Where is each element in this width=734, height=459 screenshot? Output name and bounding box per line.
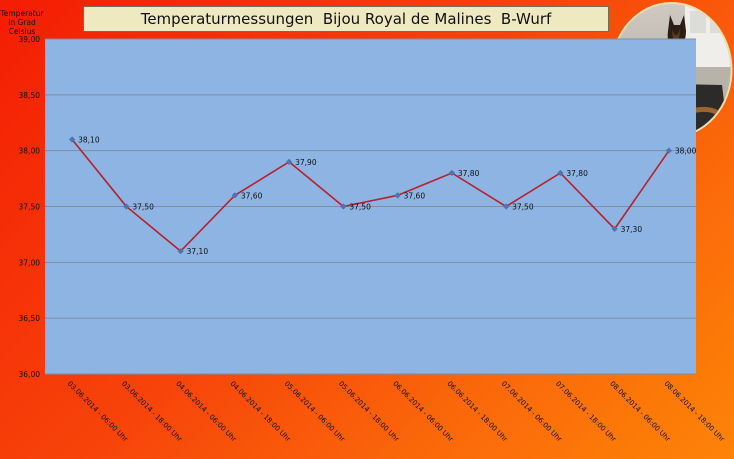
x-tick-label: 07.06.2014 - 06:00 Uhr	[500, 380, 564, 444]
x-tick-label: 04.06.2014 - 18:00 Uhr	[228, 380, 292, 444]
chart-title: Temperaturmessungen Bijou Royal de Malin…	[83, 6, 609, 32]
data-label: 37,90	[295, 158, 317, 167]
x-tick-label: 03.06.2014 - 06:00 Uhr	[66, 380, 130, 444]
y-tick-label: 38,00	[19, 147, 41, 156]
x-tick-label: 04.06.2014 - 06:00 Uhr	[174, 380, 238, 444]
gridlines	[45, 38, 696, 375]
x-tick-label: 05.06.2014 - 06:00 Uhr	[283, 380, 347, 444]
data-label: 37,10	[187, 247, 209, 256]
data-label: 37,30	[621, 225, 643, 234]
x-tick-label: 07.06.2014 - 18:00 Uhr	[554, 380, 618, 444]
data-label: 37,50	[512, 203, 534, 212]
x-tick-label: 05.06.2014 - 18:00 Uhr	[337, 380, 401, 444]
data-point	[123, 203, 130, 210]
data-label: 38,00	[675, 147, 697, 156]
data-point	[231, 192, 238, 199]
y-tick-label: 36,00	[19, 370, 41, 379]
y-tick-label: 38,50	[19, 91, 41, 100]
data-point	[69, 136, 76, 143]
series-line	[71, 138, 670, 253]
data-label: 37,60	[404, 191, 426, 200]
x-tick-label: 08.06.2014 - 18:00 Uhr	[662, 380, 726, 444]
data-label: 37,80	[458, 169, 480, 178]
data-label: 37,60	[241, 191, 263, 200]
y-tick-label: 37,50	[19, 203, 41, 212]
x-tick-label: 08.06.2014 - 06:00 Uhr	[608, 380, 672, 444]
data-label: 37,50	[349, 203, 371, 212]
data-label: 38,10	[78, 136, 100, 145]
x-tick-label: 06.06.2014 - 18:00 Uhr	[445, 380, 509, 444]
data-label: 37,50	[132, 203, 154, 212]
x-tick-label: 06.06.2014 - 06:00 Uhr	[391, 380, 455, 444]
y-tick-label: 39,00	[19, 35, 41, 44]
y-tick-label: 37,00	[19, 258, 41, 267]
x-tick-label: 03.06.2014 - 18:00 Uhr	[120, 380, 184, 444]
data-label: 37,80	[566, 169, 588, 178]
y-tick-label: 36,50	[19, 314, 41, 323]
y-axis-label: Temperatur in Grad Celsius	[0, 9, 44, 36]
